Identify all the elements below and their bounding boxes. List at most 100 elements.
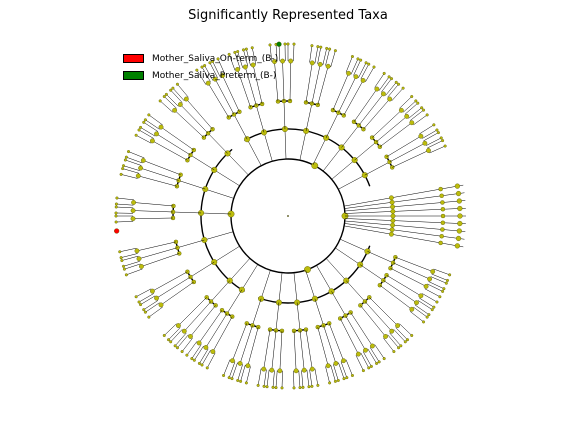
leaf-branch <box>344 225 464 248</box>
genus-node <box>142 308 146 312</box>
genus-node <box>122 164 126 168</box>
genus-branch <box>427 283 443 292</box>
family-node <box>438 240 443 246</box>
family-node <box>220 73 225 78</box>
family-branch <box>232 323 248 361</box>
legend-item-on-term: Mother_Saliva_On-term_(B-) <box>123 50 278 67</box>
genus-node <box>169 340 173 344</box>
family-branch <box>133 217 174 219</box>
family-node <box>404 113 410 119</box>
genus-node <box>190 357 194 361</box>
genus-branch <box>140 295 156 305</box>
genus-branch <box>125 159 142 166</box>
family-branch <box>160 126 194 151</box>
class-arc <box>244 128 371 187</box>
family-node <box>242 64 248 70</box>
genus-node <box>430 308 434 312</box>
genus-node <box>114 205 118 209</box>
genus-node <box>436 131 440 135</box>
class-arc <box>200 148 245 292</box>
family-node <box>381 91 386 97</box>
genus-branch <box>301 370 304 388</box>
order-branch <box>177 239 205 248</box>
genus-node <box>367 62 371 66</box>
order-branch <box>178 180 206 190</box>
genus-node <box>387 75 391 79</box>
family-node <box>440 200 445 205</box>
family-node <box>309 60 315 66</box>
genus-branch <box>257 368 262 386</box>
genus-branch <box>122 168 140 174</box>
order-branch <box>190 154 215 171</box>
genus-node <box>435 128 439 132</box>
genus-node <box>250 46 254 50</box>
family-node <box>288 58 294 64</box>
genus-node <box>286 42 290 46</box>
family-node <box>360 78 366 83</box>
family-node <box>188 334 193 339</box>
genus-node <box>333 49 337 53</box>
family-branch <box>247 327 259 366</box>
family-node <box>150 288 155 294</box>
family-node <box>135 173 141 179</box>
genus-branch <box>387 334 399 348</box>
family-node <box>177 102 183 107</box>
family-node <box>427 276 432 282</box>
class-branch <box>312 137 327 165</box>
genus-branch <box>325 366 330 383</box>
family-branch <box>371 110 402 138</box>
family-node <box>237 361 243 366</box>
order-branch <box>305 103 313 131</box>
genus-branch <box>431 273 448 281</box>
genus-branch <box>428 281 444 289</box>
order-branch <box>210 280 230 302</box>
legend-label-preterm: Mother_Saliva_Preterm_(B-) <box>152 70 277 81</box>
genus-node <box>399 344 403 348</box>
genus-branch <box>393 329 406 342</box>
genus-branch <box>123 261 140 267</box>
genus-branch <box>191 344 202 359</box>
family-node <box>150 138 155 144</box>
family-branch <box>383 280 417 303</box>
genus-node <box>359 58 363 62</box>
genus-branch <box>231 362 238 379</box>
family-node <box>325 363 331 369</box>
class-branch <box>246 139 262 166</box>
genus-node <box>134 133 138 137</box>
genus-branch <box>116 197 134 201</box>
genus-branch <box>345 56 353 73</box>
genus-branch <box>123 165 140 171</box>
genus-node <box>307 385 311 389</box>
family-node <box>280 58 285 64</box>
family-branch <box>289 61 291 102</box>
order-node <box>390 209 396 214</box>
order-branch <box>226 289 243 314</box>
genus-node <box>114 202 118 206</box>
genus-branch <box>143 122 159 132</box>
genus-branch <box>201 66 211 82</box>
family-branch <box>237 69 251 108</box>
genus-node <box>443 144 447 148</box>
class-branch <box>227 153 249 176</box>
family-branch <box>395 256 433 272</box>
genus-node <box>375 361 379 365</box>
genus-branch <box>148 114 163 126</box>
genus-node <box>162 333 166 337</box>
genus-node <box>457 205 463 212</box>
genus-branch <box>164 323 177 336</box>
genus-branch <box>409 311 424 323</box>
legend: Mother_Saliva_On-term_(B-) Mother_Saliva… <box>123 50 278 84</box>
genus-branch <box>395 327 408 340</box>
order-node <box>390 218 396 223</box>
genus-node <box>147 113 151 117</box>
family-branch <box>389 143 425 163</box>
order-branch <box>314 298 324 326</box>
genus-node <box>143 310 147 314</box>
genus-node <box>164 92 168 96</box>
genus-branch <box>196 70 207 85</box>
family-branch <box>364 301 392 332</box>
genus-node <box>454 243 460 249</box>
genus-node <box>203 64 207 68</box>
order-branch <box>190 261 215 278</box>
